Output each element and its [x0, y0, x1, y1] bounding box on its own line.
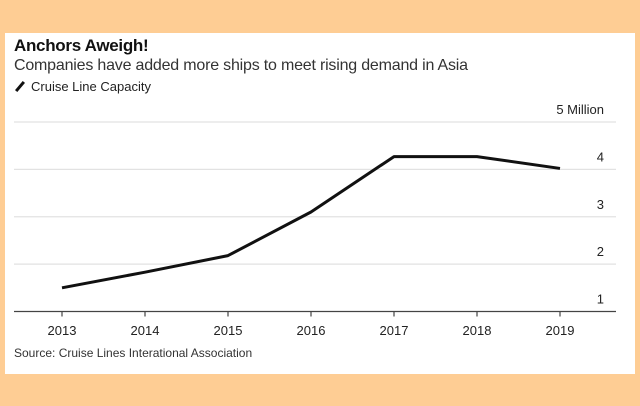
x-tick-label: 2017	[380, 323, 409, 338]
chart-title: Anchors Aweigh!	[14, 36, 149, 55]
legend: Cruise Line Capacity	[14, 79, 151, 94]
x-tick-label: 2013	[48, 323, 77, 338]
y-tick-label: 4	[597, 149, 604, 164]
legend-label: Cruise Line Capacity	[31, 79, 151, 94]
source-note: Source: Cruise Lines Interational Associ…	[14, 346, 253, 360]
x-tick-label: 2016	[297, 323, 326, 338]
x-tick-label: 2019	[546, 323, 575, 338]
x-tick-label: 2015	[214, 323, 243, 338]
y-tick-label: 5 Million	[556, 102, 604, 117]
x-tick-label: 2014	[131, 323, 160, 338]
x-tick-label: 2018	[463, 323, 492, 338]
series-line	[61, 155, 561, 290]
chart-subtitle: Companies have added more ships to meet …	[14, 57, 468, 74]
chart-card: Anchors Aweigh! Companies have added mor…	[5, 33, 635, 374]
y-tick-label: 3	[597, 197, 604, 212]
y-tick-label: 1	[597, 292, 604, 307]
y-tick-label: 2	[597, 244, 604, 259]
